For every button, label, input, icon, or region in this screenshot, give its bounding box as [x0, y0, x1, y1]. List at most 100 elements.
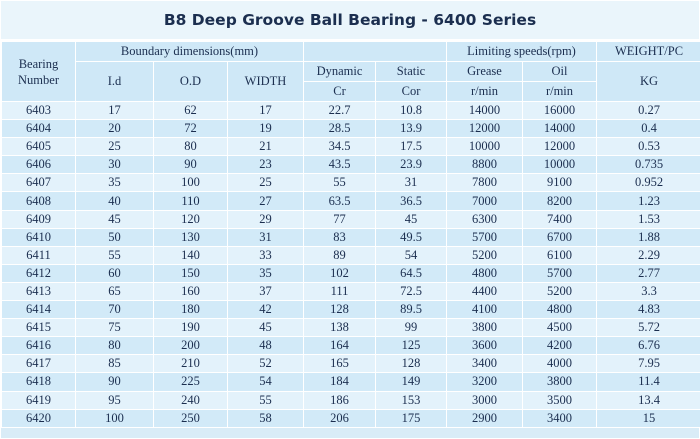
outer-diameter-cell: 130	[153, 227, 228, 247]
oil-speed-cell: 7400	[521, 209, 598, 229]
static-load-cell: 175	[375, 408, 447, 428]
outer-diameter-cell: 240	[153, 390, 228, 410]
header-kg: KG	[596, 61, 700, 102]
grease-speed-cell: 4800	[446, 263, 523, 283]
grease-speed-cell: 5700	[446, 227, 523, 247]
oil-speed-cell: 4000	[521, 354, 598, 374]
oil-speed-cell: 9100	[521, 173, 598, 193]
dynamic-load-cell: 28.5	[303, 119, 376, 139]
dynamic-load-cell: 83	[303, 227, 376, 247]
bearing-number-cell: 6416	[1, 336, 76, 356]
width-cell: 25	[227, 173, 304, 193]
oil-speed-cell: 12000	[521, 137, 598, 157]
width-cell: 27	[227, 191, 304, 211]
dynamic-load-cell: 184	[303, 372, 376, 392]
header-grease-unit: r/min	[446, 81, 523, 102]
dynamic-load-cell: 186	[303, 390, 376, 410]
inner-diameter-cell: 65	[75, 281, 154, 302]
static-load-cell: 10.8	[375, 100, 447, 121]
width-cell: 55	[227, 390, 304, 410]
oil-speed-cell: 14000	[521, 119, 598, 139]
outer-diameter-cell: 140	[153, 245, 228, 265]
static-load-cell: 125	[375, 336, 447, 356]
grease-speed-cell: 3800	[446, 318, 523, 338]
bearing-number-cell: 6404	[1, 119, 76, 139]
header-bearing-number: Bearing Number	[1, 41, 76, 102]
grease-speed-cell: 4100	[446, 300, 523, 320]
bearing-number-cell: 6419	[1, 390, 76, 410]
dynamic-load-cell: 77	[303, 209, 376, 229]
table-row: 6415 75 190 45 138 99 3800 4500 5.72	[1, 318, 700, 338]
oil-speed-cell: 4800	[521, 300, 598, 320]
bearing-number-cell: 6410	[1, 227, 76, 247]
inner-diameter-cell: 55	[75, 245, 154, 265]
outer-diameter-cell: 150	[153, 263, 228, 283]
dynamic-load-cell: 63.5	[303, 191, 376, 211]
bearing-number-cell: 6406	[1, 155, 76, 175]
static-load-cell: 36.5	[375, 191, 447, 211]
oil-speed-cell: 3800	[521, 372, 598, 392]
table-row: 6419 95 240 55 186 153 3000 3500 13.4	[1, 390, 700, 410]
width-cell: 37	[227, 281, 304, 302]
bearing-number-cell: 6408	[1, 191, 76, 211]
static-load-cell: 45	[375, 209, 447, 229]
table-row: 6404 20 72 19 28.5 13.9 12000 14000 0.4	[1, 119, 700, 139]
dynamic-load-cell: 206	[303, 408, 376, 428]
weight-cell: 3.3	[596, 281, 700, 302]
table-row: 6405 25 80 21 34.5 17.5 10000 12000 0.53	[1, 137, 700, 157]
table-row: 6420 100 250 58 206 175 2900 3400 15	[1, 408, 700, 428]
inner-diameter-cell: 30	[75, 155, 154, 175]
page-title: B8 Deep Groove Ball Bearing - 6400 Serie…	[1, 1, 699, 41]
bearing-number-cell: 6417	[1, 354, 76, 374]
outer-diameter-cell: 80	[153, 137, 228, 157]
header-grease: Grease	[446, 61, 523, 82]
width-cell: 58	[227, 408, 304, 428]
dynamic-load-cell: 22.7	[303, 100, 376, 121]
outer-diameter-cell: 190	[153, 318, 228, 338]
outer-diameter-cell: 90	[153, 155, 228, 175]
dynamic-load-cell: 102	[303, 263, 376, 283]
bearing-number-cell: 6414	[1, 300, 76, 320]
bearing-number-cell: 6409	[1, 209, 76, 229]
weight-cell: 11.4	[596, 372, 700, 392]
bearing-number-cell: 6413	[1, 281, 76, 302]
bearing-number-cell: 6411	[1, 245, 76, 265]
weight-cell: 5.72	[596, 318, 700, 338]
grease-speed-cell: 7800	[446, 173, 523, 193]
dynamic-load-cell: 111	[303, 281, 376, 302]
grease-speed-cell: 14000	[446, 100, 523, 121]
oil-speed-cell: 16000	[521, 100, 598, 121]
oil-speed-cell: 4500	[521, 318, 598, 338]
header-static: Static	[375, 61, 447, 82]
bearing-number-cell: 6412	[1, 263, 76, 283]
dynamic-load-cell: 34.5	[303, 137, 376, 157]
oil-speed-cell: 4200	[521, 336, 598, 356]
static-load-cell: 64.5	[375, 263, 447, 283]
header-cr: Cr	[303, 81, 376, 102]
weight-cell: 1.23	[596, 191, 700, 211]
weight-cell: 2.77	[596, 263, 700, 283]
outer-diameter-cell: 110	[153, 191, 228, 211]
header-oil: Oil	[521, 61, 598, 82]
width-cell: 19	[227, 119, 304, 139]
grease-speed-cell: 10000	[446, 137, 523, 157]
weight-cell: 0.53	[596, 137, 700, 157]
dynamic-load-cell: 165	[303, 354, 376, 374]
static-load-cell: 99	[375, 318, 447, 338]
grease-speed-cell: 3000	[446, 390, 523, 410]
weight-cell: 1.53	[596, 209, 700, 229]
table-row: 6411 55 140 33 89 54 5200 6100 2.29	[1, 245, 700, 265]
width-cell: 54	[227, 372, 304, 392]
outer-diameter-cell: 210	[153, 354, 228, 374]
weight-cell: 0.735	[596, 155, 700, 175]
static-load-cell: 72.5	[375, 281, 447, 302]
static-load-cell: 13.9	[375, 119, 447, 139]
outer-diameter-cell: 250	[153, 408, 228, 428]
outer-diameter-cell: 225	[153, 372, 228, 392]
dynamic-load-cell: 55	[303, 173, 376, 193]
oil-speed-cell: 3400	[521, 408, 598, 428]
inner-diameter-cell: 80	[75, 336, 154, 356]
header-limiting-speeds: Limiting speeds(rpm)	[445, 41, 598, 62]
grease-speed-cell: 4400	[446, 281, 523, 302]
static-load-cell: 149	[375, 372, 447, 392]
